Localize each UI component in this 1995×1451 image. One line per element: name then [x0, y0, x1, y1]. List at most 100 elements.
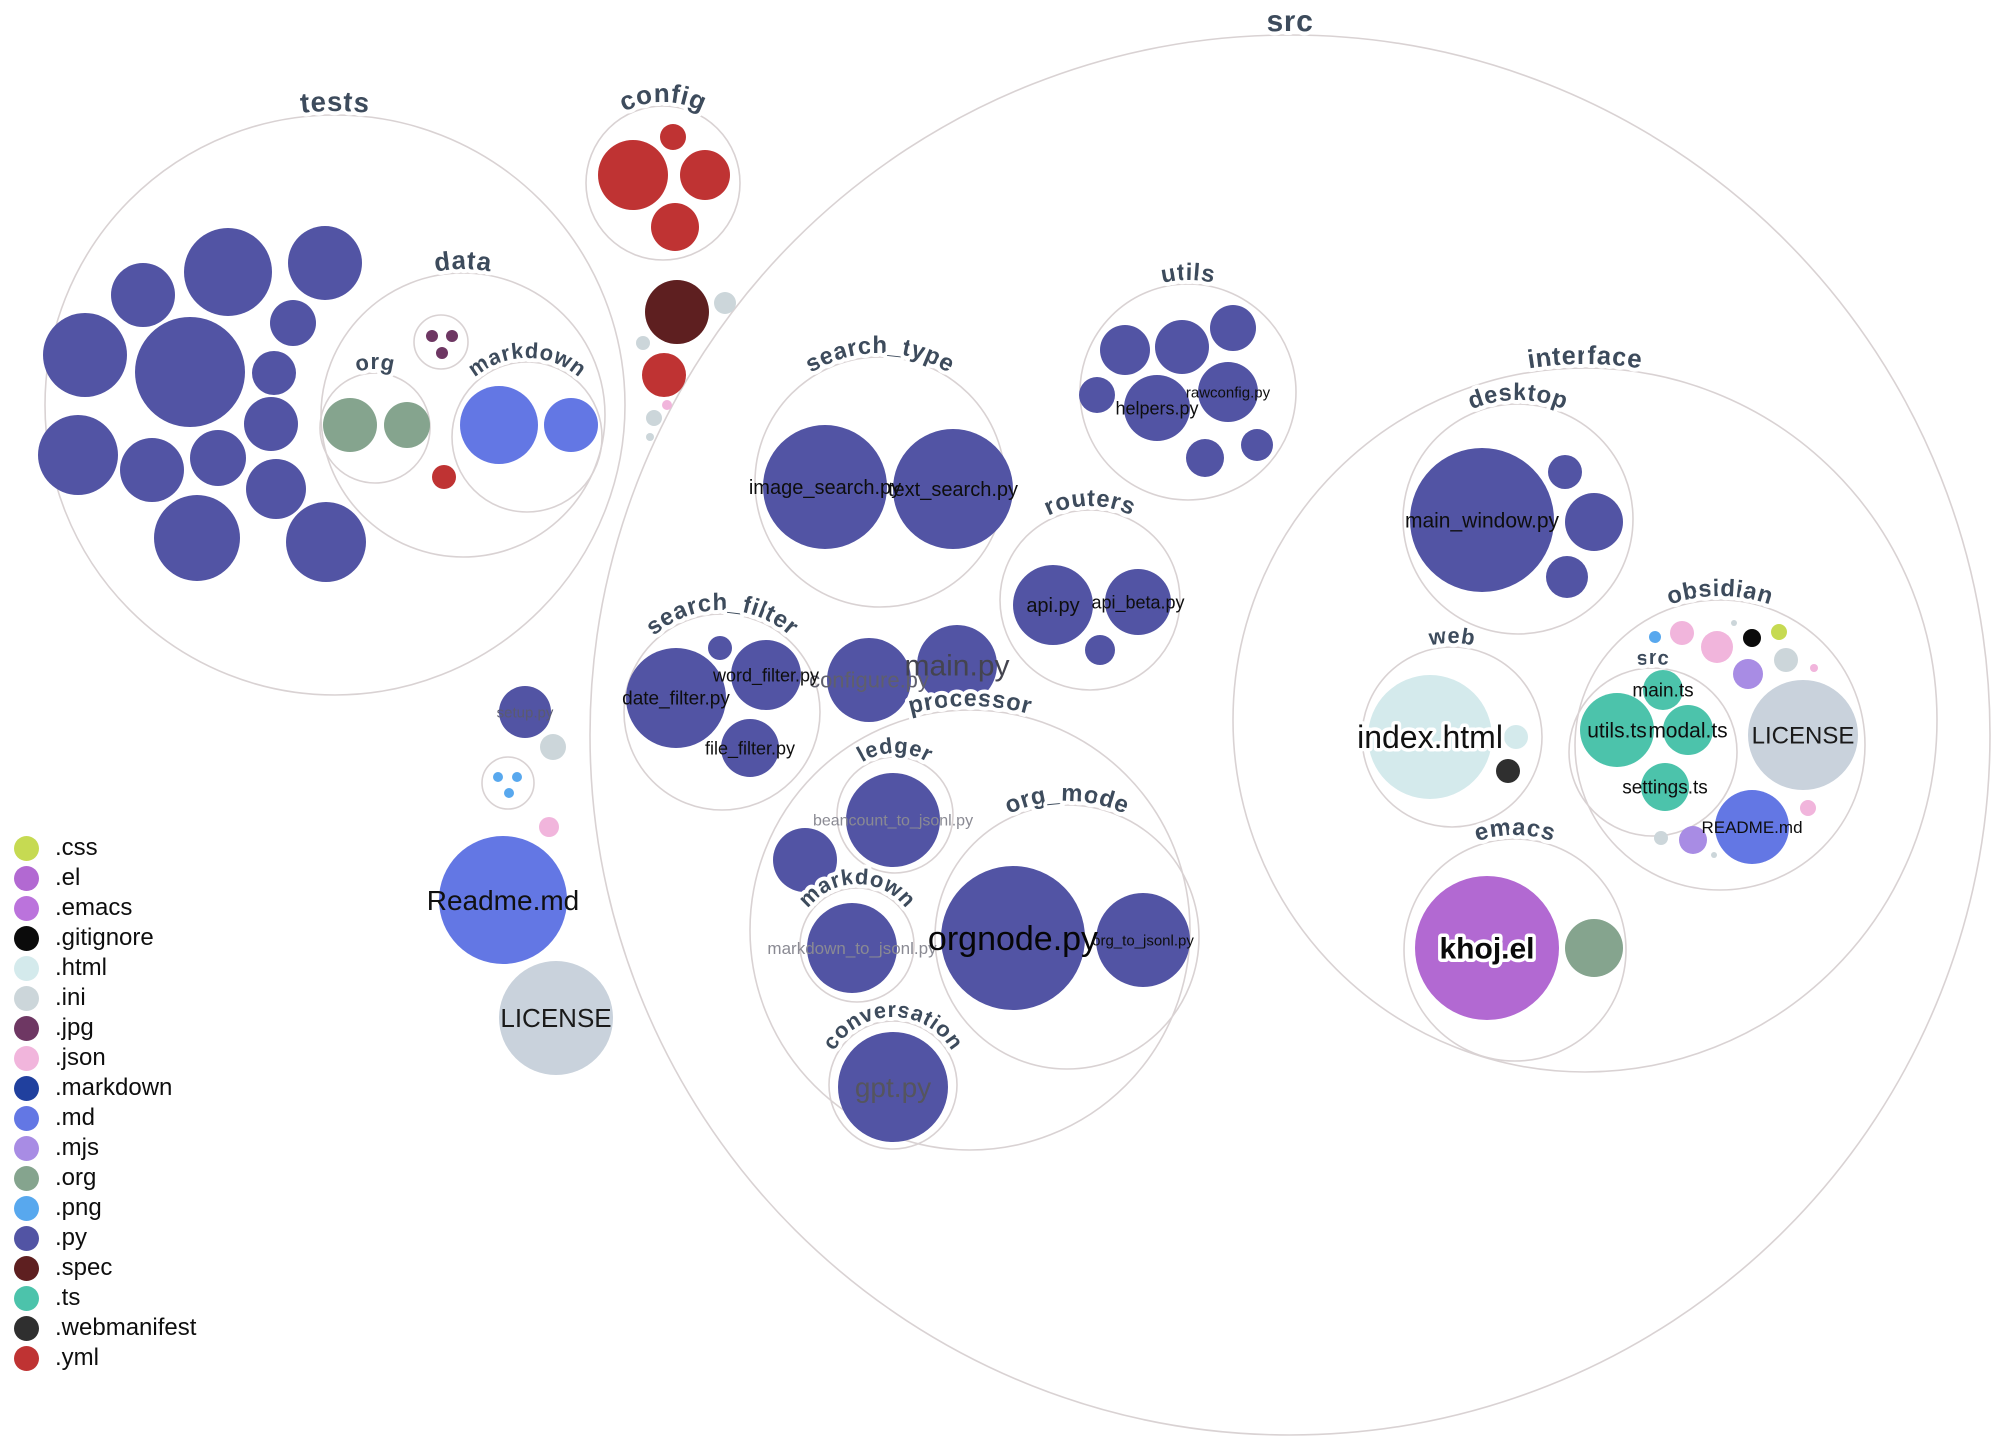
file-circle-json-88[interactable]	[1800, 800, 1816, 816]
folder-circle-tests[interactable]	[44, 114, 626, 696]
file-circle-main-py[interactable]	[917, 625, 997, 705]
file-circle-license[interactable]	[1748, 680, 1858, 790]
file-circle-text-search-py[interactable]	[893, 429, 1013, 549]
file-circle-org-15[interactable]	[384, 402, 430, 448]
file-circle-mjs-80[interactable]	[1733, 659, 1763, 689]
file-circle-date-filter-py[interactable]	[626, 648, 726, 748]
folder-circle-src-interface[interactable]	[1232, 367, 1938, 1073]
file-circle-ini-31[interactable]	[646, 410, 662, 426]
file-circle-ini-79[interactable]	[1774, 648, 1798, 672]
folder-circle-processor-conversation[interactable]	[828, 1020, 958, 1150]
file-circle-gitignore-77[interactable]	[1743, 629, 1761, 647]
file-circle-configure-py[interactable]	[827, 638, 911, 722]
file-circle-settings-ts[interactable]	[1641, 763, 1689, 811]
folder-circle-config[interactable]	[585, 105, 741, 261]
file-circle-py-45[interactable]	[1100, 325, 1150, 375]
file-circle-yml-21[interactable]	[432, 465, 456, 489]
file-circle-beancount-to-jsonl-py[interactable]	[846, 773, 940, 867]
file-circle-rawconfig-py[interactable]	[1198, 362, 1258, 422]
file-circle-file-filter-py[interactable]	[721, 719, 779, 777]
file-circle-py-3[interactable]	[270, 300, 316, 346]
folder-circle-root-pngdir[interactable]	[481, 756, 535, 810]
file-circle-png-36[interactable]	[512, 772, 522, 782]
file-circle-py-0[interactable]	[111, 263, 175, 327]
file-circle-py-5[interactable]	[135, 317, 245, 427]
folder-circle-src[interactable]	[589, 34, 1991, 1436]
file-circle-py-47[interactable]	[1210, 305, 1256, 351]
file-circle-py-8[interactable]	[38, 415, 118, 495]
file-circle-py-10[interactable]	[190, 430, 246, 486]
file-circle-ini-76[interactable]	[1731, 620, 1737, 626]
file-circle-ini-32[interactable]	[646, 433, 654, 441]
file-circle-ini-34[interactable]	[540, 734, 566, 760]
folder-circle-src-routers[interactable]	[999, 509, 1181, 691]
file-circle-ini-89[interactable]	[1654, 831, 1668, 845]
file-circle-py-68[interactable]	[1565, 493, 1623, 551]
file-circle-jpg-18[interactable]	[426, 330, 438, 342]
file-circle-readme-md[interactable]	[1715, 790, 1789, 864]
file-circle-mjs-90[interactable]	[1679, 826, 1707, 854]
file-circle-main-ts[interactable]	[1643, 670, 1683, 710]
file-circle-py-55[interactable]	[1085, 635, 1115, 665]
file-circle-yml-24[interactable]	[680, 150, 730, 200]
file-circle-webmanifest-72[interactable]	[1496, 759, 1520, 783]
folder-circle-processor-org-mode[interactable]	[934, 804, 1200, 1070]
file-circle-json-75[interactable]	[1701, 631, 1733, 663]
file-circle-yml-22[interactable]	[598, 140, 668, 210]
file-circle-license[interactable]	[499, 961, 613, 1075]
file-circle-json-38[interactable]	[539, 817, 559, 837]
file-circle-orgnode-py[interactable]	[941, 866, 1085, 1010]
folder-circle-processor-markdown[interactable]	[799, 887, 915, 1003]
folder-circle-interface-desktop[interactable]	[1402, 403, 1634, 635]
file-circle-py-51[interactable]	[1186, 439, 1224, 477]
file-circle-py-7[interactable]	[244, 397, 298, 451]
folder-circle-tests-data-org[interactable]	[319, 372, 431, 484]
file-circle-readme-md[interactable]	[439, 836, 567, 964]
file-circle-md-16[interactable]	[460, 386, 538, 464]
file-circle-py-59[interactable]	[708, 636, 732, 660]
file-circle-word-filter-py[interactable]	[731, 640, 801, 710]
folder-circle-tests-data-jpgdir[interactable]	[413, 314, 469, 370]
folder-circle-src-processor[interactable]	[749, 709, 1191, 1151]
file-circle-py-1[interactable]	[184, 228, 272, 316]
file-circle-py-9[interactable]	[120, 438, 184, 502]
folder-circle-interface-emacs[interactable]	[1403, 838, 1627, 1062]
folder-circle-processor-ledger[interactable]	[836, 756, 954, 874]
file-circle-py-4[interactable]	[43, 313, 127, 397]
file-circle-py-60[interactable]	[773, 828, 837, 892]
file-circle-yml-23[interactable]	[660, 124, 686, 150]
file-circle-org-to-jsonl-py[interactable]	[1096, 893, 1190, 987]
file-circle-utils-ts[interactable]	[1580, 693, 1654, 767]
file-circle-image-search-py[interactable]	[763, 425, 887, 549]
file-circle-json-30[interactable]	[662, 400, 672, 410]
file-circle-ini-27[interactable]	[714, 292, 736, 314]
folder-circle-interface-web[interactable]	[1361, 646, 1543, 828]
file-circle-markdown-to-jsonl-py[interactable]	[807, 903, 897, 993]
file-circle-org-93[interactable]	[1565, 919, 1623, 977]
file-circle-yml-29[interactable]	[642, 353, 686, 397]
folder-circle-obsidian-src[interactable]	[1568, 667, 1738, 837]
folder-circle-src-search-filter[interactable]	[623, 613, 821, 811]
file-circle-setup-py[interactable]	[499, 686, 551, 738]
file-circle-json-74[interactable]	[1670, 621, 1694, 645]
file-circle-khoj-el[interactable]	[1415, 876, 1559, 1020]
file-circle-py-67[interactable]	[1548, 455, 1582, 489]
file-circle-spec-26[interactable]	[645, 280, 709, 344]
file-circle-ini-91[interactable]	[1711, 852, 1717, 858]
file-circle-gpt-py[interactable]	[838, 1032, 948, 1142]
folder-circle-interface-obsidian[interactable]	[1574, 599, 1866, 891]
file-circle-py-48[interactable]	[1079, 377, 1115, 413]
file-circle-py-6[interactable]	[252, 351, 296, 395]
file-circle-ini-28[interactable]	[636, 336, 650, 350]
file-circle-main-window-py[interactable]	[1410, 448, 1554, 592]
file-circle-modal-ts[interactable]	[1663, 705, 1713, 755]
file-circle-json-81[interactable]	[1810, 664, 1818, 672]
file-circle-api-py[interactable]	[1013, 565, 1093, 645]
file-circle-api-beta-py[interactable]	[1105, 569, 1171, 635]
folder-circle-tests-data-markdown[interactable]	[451, 361, 603, 513]
file-circle-org-14[interactable]	[323, 398, 377, 452]
file-circle-md-17[interactable]	[544, 398, 598, 452]
file-circle-helpers-py[interactable]	[1124, 375, 1190, 441]
file-circle-py-46[interactable]	[1155, 320, 1209, 374]
file-circle-py-12[interactable]	[154, 495, 240, 581]
